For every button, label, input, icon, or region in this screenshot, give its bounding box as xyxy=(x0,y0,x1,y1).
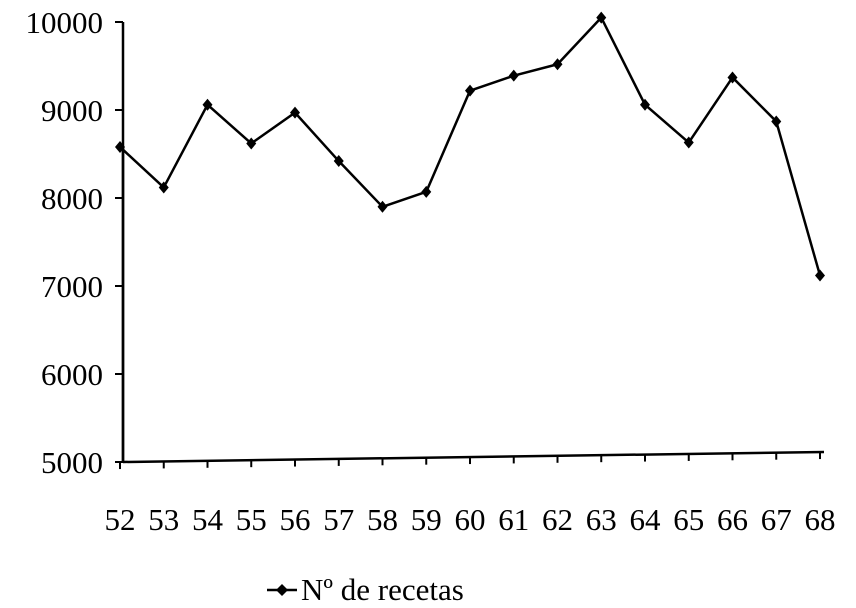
data-point-marker xyxy=(421,185,432,198)
x-tick-label: 58 xyxy=(367,502,398,537)
series-line xyxy=(118,16,822,276)
data-point-marker xyxy=(377,200,388,213)
x-tick-label: 64 xyxy=(630,502,662,537)
data-point-marker xyxy=(596,11,607,24)
data-point-marker xyxy=(158,181,169,194)
y-tick-label: 9000 xyxy=(41,93,103,128)
series xyxy=(115,11,825,462)
x-tick-label: 63 xyxy=(586,502,617,537)
x-tick-label: 56 xyxy=(280,502,311,537)
x-tick-label: 61 xyxy=(498,502,529,537)
data-point-marker xyxy=(683,136,694,149)
x-tick-label: 60 xyxy=(455,502,486,537)
data-point-marker xyxy=(202,98,213,111)
x-tick-label: 65 xyxy=(673,502,704,537)
x-tick-label: 68 xyxy=(805,502,836,537)
y-ticks: 5000 6000 7000 8000 9000 10000 xyxy=(26,5,123,480)
data-point-marker xyxy=(333,155,344,168)
legend-label: Nº de recetas xyxy=(301,572,464,607)
x-tick-label: 55 xyxy=(236,502,267,537)
y-tick-label: 7000 xyxy=(41,269,103,304)
x-tick-label: 67 xyxy=(761,502,792,537)
x-tick-label: 52 xyxy=(105,502,136,537)
x-axis xyxy=(122,450,825,464)
data-point-marker xyxy=(771,115,782,128)
data-point-marker xyxy=(815,269,825,282)
x-tick-label: 59 xyxy=(411,502,442,537)
data-point-marker xyxy=(246,137,257,150)
axes xyxy=(121,22,825,464)
x-ticks: 52 53 54 55 56 57 58 59 60 61 62 63 64 65 66 67 68 xyxy=(105,452,836,537)
x-tick-label: 66 xyxy=(717,502,748,537)
y-tick-label: 8000 xyxy=(41,181,103,216)
x-tick-label: 54 xyxy=(192,502,224,537)
data-point-marker xyxy=(290,106,300,119)
data-point-marker xyxy=(552,58,563,71)
data-point-marker xyxy=(640,98,650,111)
data-point-marker xyxy=(508,69,519,82)
x-tick-label: 62 xyxy=(542,502,573,537)
data-point-marker xyxy=(115,140,125,153)
legend: Nº de recetas xyxy=(267,572,464,607)
data-point-marker xyxy=(727,71,738,84)
y-tick-label: 6000 xyxy=(41,357,103,392)
data-point-marker xyxy=(465,84,475,97)
y-tick-label: 10000 xyxy=(26,5,104,40)
x-tick-label: 57 xyxy=(323,502,354,537)
x-tick-label: 53 xyxy=(148,502,179,537)
y-tick-label: 5000 xyxy=(41,445,103,480)
legend-marker xyxy=(276,584,288,596)
